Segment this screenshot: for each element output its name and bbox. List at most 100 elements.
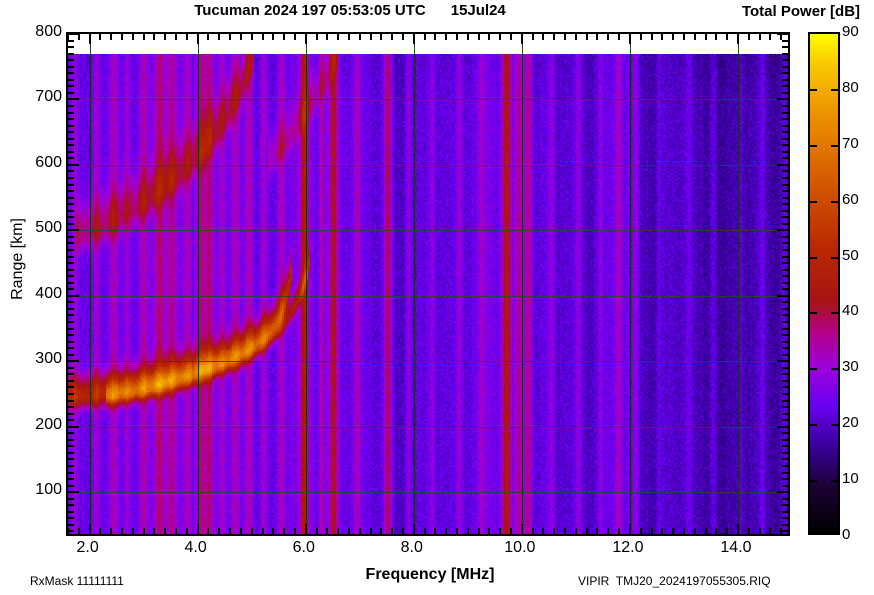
- x-tick-minor: [456, 528, 458, 534]
- y-tick-minor: [68, 334, 74, 337]
- y-tick-minor-right: [782, 183, 788, 186]
- y-tick-major: [68, 98, 79, 101]
- x-tick-minor-top: [704, 34, 707, 40]
- y-tick-minor-right: [782, 484, 788, 487]
- x-tick-minor: [607, 528, 610, 534]
- x-tick-minor-top: [542, 34, 545, 40]
- y-tick-minor-right: [782, 510, 788, 513]
- y-tick-minor: [68, 118, 74, 121]
- gridline-horizontal: [68, 295, 788, 297]
- x-tick-minor: [283, 528, 286, 534]
- y-tick-minor: [68, 340, 74, 343]
- x-tick-major-top: [736, 34, 739, 44]
- x-tick-minor-top: [218, 34, 221, 40]
- colorbar-tick-label: 20: [842, 414, 859, 432]
- y-tick-minor-right: [782, 72, 788, 75]
- y-tick-major: [68, 294, 79, 297]
- y-tick-minor: [68, 59, 74, 62]
- y-tick-minor-right: [782, 307, 788, 310]
- y-tick-minor: [68, 242, 74, 245]
- x-tick-minor-top: [726, 34, 729, 40]
- x-tick-minor-top: [347, 34, 350, 40]
- x-tick-minor-top: [121, 34, 124, 40]
- y-tick-minor-right: [782, 111, 788, 114]
- y-tick-minor: [68, 471, 74, 474]
- colorbar-title: Total Power [dB]: [741, 3, 861, 20]
- y-tick-minor-right: [782, 59, 788, 62]
- y-tick-minor-right: [782, 478, 788, 481]
- y-tick-minor-right: [782, 353, 788, 356]
- y-tick-minor: [68, 91, 74, 94]
- x-tick-minor: [77, 528, 80, 534]
- y-tick-minor: [68, 222, 74, 225]
- x-tick-major-top: [412, 34, 415, 44]
- x-tick-minor-top: [682, 34, 685, 40]
- x-tick-minor: [218, 528, 221, 534]
- x-tick-minor-top: [758, 34, 761, 40]
- x-tick-minor: [466, 528, 469, 534]
- x-tick-minor: [650, 528, 653, 534]
- y-tick-minor-right: [782, 52, 788, 55]
- x-tick-minor: [380, 528, 383, 534]
- y-tick-minor-right: [782, 196, 788, 199]
- y-tick-minor-right: [782, 523, 788, 526]
- gridline-horizontal: [68, 230, 788, 232]
- x-tick-minor-top: [250, 34, 253, 40]
- colorbar-tick-label: 70: [842, 134, 859, 152]
- y-tick-minor-right: [782, 46, 788, 49]
- x-tick-minor-top: [77, 34, 80, 40]
- y-tick-minor: [68, 432, 74, 435]
- x-tick-label: 14.0: [720, 539, 752, 556]
- y-tick-minor: [68, 366, 74, 369]
- x-tick-minor: [715, 528, 718, 534]
- y-tick-minor: [68, 399, 74, 402]
- y-tick-minor-right: [782, 190, 788, 193]
- colorbar-tick: [831, 88, 838, 91]
- y-tick-minor: [68, 523, 74, 526]
- x-tick-minor: [131, 528, 134, 534]
- y-tick-minor: [68, 190, 74, 193]
- x-tick-minor-top: [488, 34, 491, 40]
- y-tick-minor-right: [782, 209, 788, 212]
- colorbar-tick: [810, 88, 817, 91]
- y-tick-label: 400: [35, 284, 62, 302]
- colorbar-tick: [810, 144, 817, 147]
- gridline-vertical: [629, 34, 631, 534]
- y-tick-minor: [68, 39, 74, 42]
- y-tick-minor: [68, 72, 74, 75]
- y-tick-minor-right: [782, 497, 788, 500]
- y-tick-minor-right: [782, 517, 788, 520]
- x-tick-minor-top: [553, 34, 556, 40]
- x-tick-minor: [239, 528, 242, 534]
- y-tick-minor-right: [782, 373, 788, 376]
- x-tick-minor-top: [747, 34, 750, 40]
- y-tick-minor-right: [782, 465, 788, 467]
- x-tick-minor: [758, 528, 761, 534]
- x-tick-minor-top: [229, 34, 232, 40]
- y-tick-minor: [68, 275, 74, 278]
- x-tick-minor: [780, 528, 783, 534]
- x-tick-label: 4.0: [184, 539, 207, 556]
- x-tick-minor-top: [207, 34, 210, 40]
- x-tick-major: [196, 524, 199, 534]
- colorbar-tick: [810, 200, 817, 203]
- x-tick-minor: [672, 528, 675, 534]
- x-tick-minor: [682, 528, 685, 534]
- y-tick-minor-right: [782, 412, 788, 415]
- x-tick-minor: [326, 528, 329, 534]
- gridline-horizontal: [68, 492, 788, 494]
- x-tick-minor-top: [510, 34, 513, 40]
- y-tick-minor-right: [782, 150, 788, 153]
- x-tick-minor-top: [358, 34, 361, 40]
- colorbar-tick: [810, 256, 817, 259]
- y-tick-minor: [68, 451, 74, 454]
- colorbar-tick-label: 50: [842, 246, 859, 264]
- colorbar-tick-label: 0: [842, 526, 851, 543]
- y-tick-minor-right: [782, 379, 788, 382]
- y-tick-minor-right: [782, 203, 788, 206]
- y-tick-minor: [68, 170, 74, 173]
- x-tick-major: [628, 524, 631, 534]
- x-tick-minor-top: [99, 34, 102, 40]
- colorbar-labels: 0 10 20 30 40 50 60 70 80 90: [842, 0, 874, 595]
